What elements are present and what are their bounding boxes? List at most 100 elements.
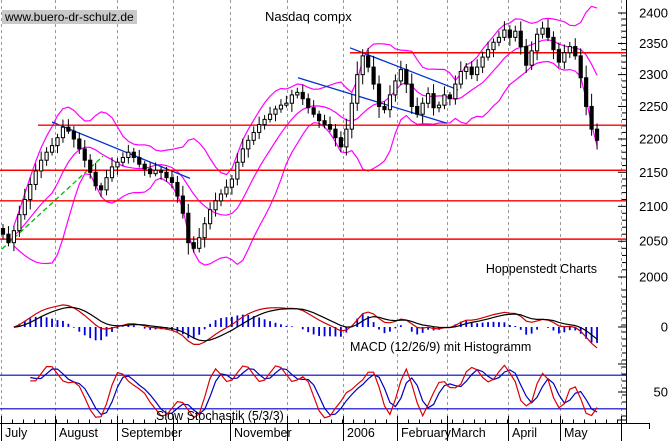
candle-body [273,108,278,115]
candle-body [246,139,251,150]
y-tick-label: 2350 [639,36,668,51]
candle-body [137,157,142,165]
candle-body [507,29,512,38]
candle-body [49,145,55,153]
x-month-label: August [59,426,98,440]
candle-body [284,102,289,106]
candle-body [169,177,175,183]
y-tick-label: 2000 [639,270,668,285]
candle-body [366,55,371,68]
candle-body [431,93,436,109]
candle-body [262,118,267,126]
candle-body [387,94,393,111]
candle-body [594,128,600,141]
candle-body [436,104,442,109]
candle-body [409,83,414,107]
candle-body [360,55,365,76]
candle-body [109,166,115,179]
x-month-label: July [5,426,28,440]
y-tick-label: 2250 [639,99,668,114]
candle-body [142,163,147,170]
candle-body [115,161,120,168]
candle-body [453,83,458,100]
candle-body [311,107,316,115]
candle-body [502,29,507,38]
candle-body [393,80,398,96]
candle-body [126,151,131,159]
candle-body [218,193,224,202]
candle-body [278,104,284,110]
macd-label: MACD (12/26/9) mit Histogramm [350,340,532,354]
candle-body [469,66,474,76]
candle-body [415,105,420,115]
candle-body [485,49,491,58]
candle-body [589,105,594,130]
candle-body [164,171,169,179]
candle-body [464,66,469,72]
candle-body [573,46,578,57]
candle-body [540,27,545,35]
y-tick-label: 2150 [639,165,668,180]
candle-body [398,69,403,82]
candle-body [153,169,158,175]
candle-body [300,91,305,100]
y-tick-label: 2200 [639,131,668,146]
stoch-mid-label: 50 [654,385,668,400]
candle-body [295,91,300,96]
candle-body [224,186,229,195]
candle-body [491,41,496,51]
candle-body [191,242,196,249]
candle-body [186,212,191,244]
candle-body [327,124,333,130]
candle-body [55,137,60,147]
candle-body [458,70,463,85]
x-month-label: 2006 [347,426,375,440]
candle-body [349,102,354,130]
x-month-label: February [401,426,452,440]
candle-body [524,46,529,66]
candle-body [529,50,534,66]
candle-body [39,159,44,172]
candle-body [229,178,235,188]
candle-body [289,94,294,104]
candle-body [382,105,387,111]
candle-body [235,161,240,180]
candle-body [148,168,153,175]
candle-body [496,36,502,43]
candle-body [518,30,523,48]
candle-body [77,138,82,150]
candle-body [562,52,567,63]
candle-body [17,214,22,232]
candle-body [513,30,518,38]
candle-body [267,113,273,120]
candle-body [333,128,338,139]
candle-body [6,233,11,244]
candle-body [257,124,262,133]
x-month-label: March [451,426,486,440]
candle-body [584,77,589,107]
candle-body [306,98,311,109]
candle-body [535,33,540,52]
macd-signal-line [13,306,598,342]
candle-body [213,200,218,211]
candle-body [158,169,164,173]
candle-body [82,148,87,161]
candle-body [93,171,98,187]
candle-body [338,137,343,148]
candle-body [60,126,66,139]
candle-body [66,126,71,132]
candle-body [578,55,583,79]
candle-body [447,94,452,100]
candle-body [240,148,245,163]
candle-body [208,209,213,225]
candle-body [322,120,327,126]
bollinger-middle-band [13,39,598,237]
y-tick-label: 2100 [639,199,668,214]
candle-body [120,157,126,163]
candle-body [104,177,109,191]
macd-line [13,304,598,349]
candle-body [371,66,376,85]
stoch-k-line [30,364,598,419]
